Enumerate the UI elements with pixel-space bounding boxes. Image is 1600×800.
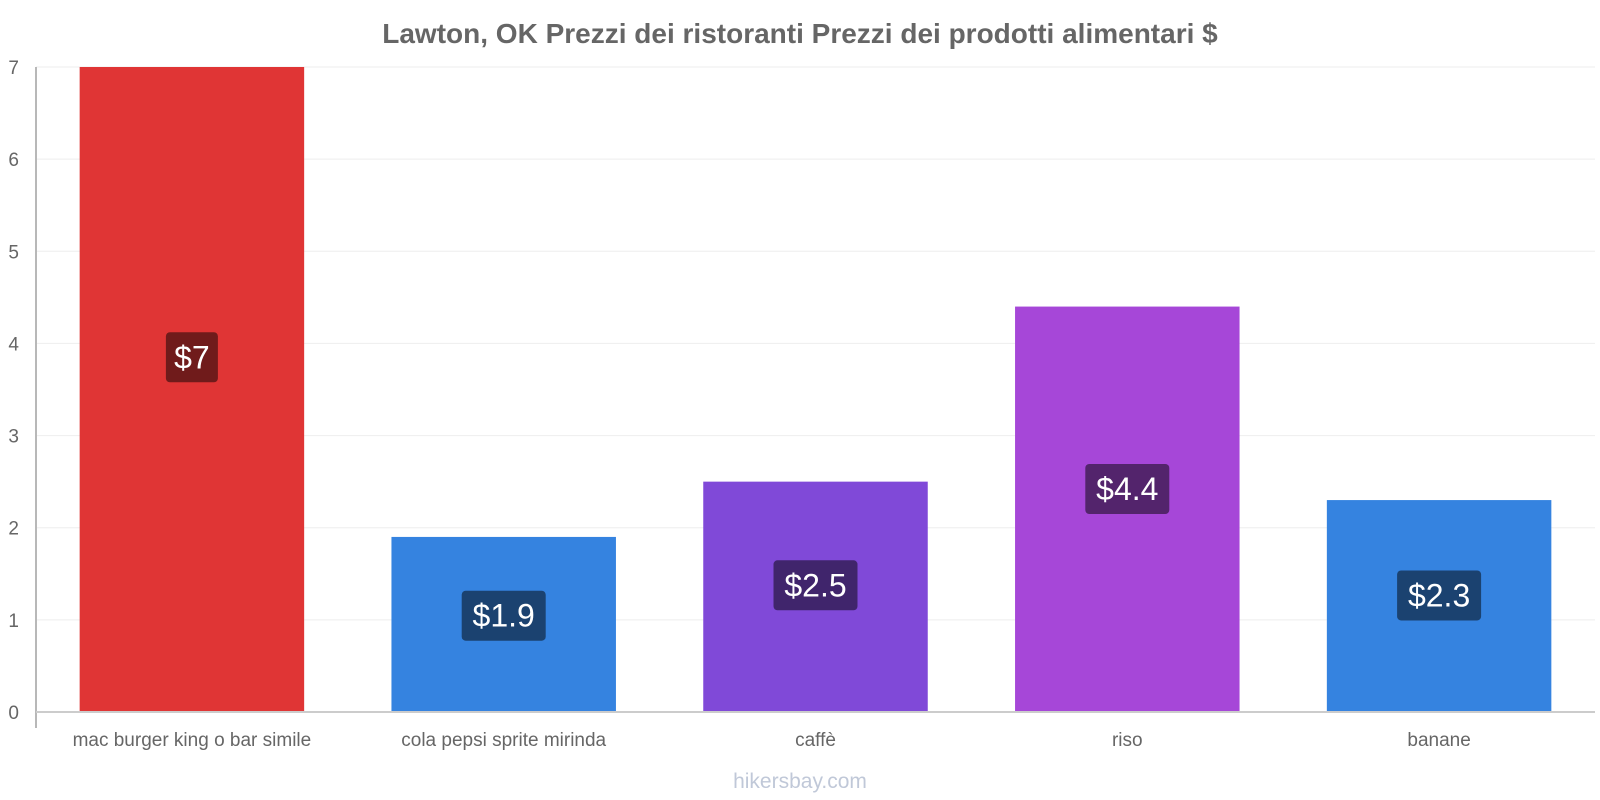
- data-label: $7: [174, 339, 210, 375]
- x-tick-label: banane: [1407, 730, 1470, 751]
- bar: [79, 67, 305, 712]
- data-label: $4.4: [1096, 471, 1158, 507]
- x-tick-label: cola pepsi sprite mirinda: [401, 730, 606, 751]
- y-tick-label: 3: [8, 427, 19, 448]
- data-label-box: [461, 590, 546, 641]
- y-tick-label: 1: [8, 611, 19, 632]
- x-tick-label: mac burger king o bar simile: [73, 730, 312, 751]
- data-labels: $7 $1.9 $2.5 $4.4 $2.3: [165, 332, 1482, 641]
- data-label-box: [1397, 570, 1482, 621]
- data-label: $1.9: [473, 598, 535, 634]
- data-label: $2.5: [784, 567, 846, 603]
- data-label: $2.3: [1408, 577, 1470, 613]
- axes: 0 1 2 3 4 5 6 7 mac burger king o bar simile cola…: [8, 58, 1595, 751]
- data-label-box: [773, 560, 858, 611]
- x-tick-label: caffè: [795, 730, 836, 751]
- data-label-box: [165, 332, 218, 383]
- y-tick-label: 4: [8, 334, 19, 355]
- y-tick-label: 7: [8, 58, 19, 79]
- bars: [79, 67, 1552, 712]
- y-tick-label: 5: [8, 242, 19, 263]
- footer-watermark: hikersbay.com: [733, 770, 867, 793]
- x-tick-label: riso: [1112, 730, 1143, 751]
- chart-title: Lawton, OK Prezzi dei ristoranti Prezzi …: [382, 18, 1218, 49]
- y-tick-label: 0: [8, 703, 19, 724]
- y-tick-label: 2: [8, 519, 19, 540]
- y-tick-label: 6: [8, 150, 19, 171]
- data-label-box: [1085, 464, 1170, 515]
